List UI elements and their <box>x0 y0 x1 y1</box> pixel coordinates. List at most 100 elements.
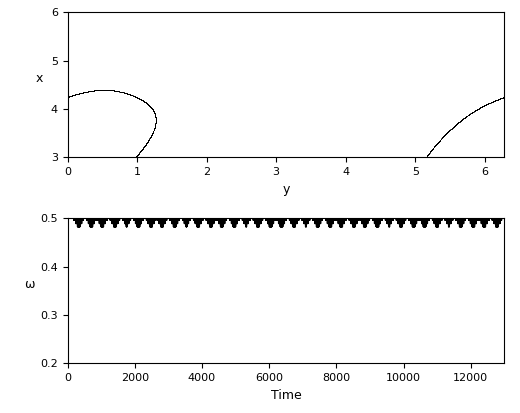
Point <box>413 185 422 191</box>
Point <box>417 191 425 197</box>
Point <box>68 199 76 206</box>
Point <box>150 126 158 133</box>
Point <box>93 87 101 93</box>
Point <box>461 114 470 120</box>
Point <box>136 96 144 102</box>
Point <box>105 87 113 93</box>
Point <box>64 93 72 100</box>
Point <box>87 191 95 197</box>
Point <box>151 112 160 119</box>
Point <box>107 87 115 93</box>
Point <box>489 98 498 104</box>
Point <box>496 202 504 209</box>
Point <box>148 106 157 112</box>
Point <box>412 182 421 188</box>
Point <box>64 93 73 100</box>
Point <box>111 88 120 94</box>
Point <box>137 96 145 103</box>
Point <box>471 107 479 114</box>
Point <box>120 89 128 96</box>
Point <box>152 117 160 123</box>
Point <box>435 202 443 209</box>
Point <box>66 93 74 100</box>
Point <box>413 172 421 179</box>
Point <box>414 168 423 174</box>
Point <box>477 207 485 214</box>
Point <box>72 198 80 204</box>
Point <box>483 206 491 212</box>
Point <box>412 175 421 181</box>
Point <box>432 201 440 207</box>
Point <box>106 178 114 185</box>
Point <box>462 208 471 215</box>
Point <box>458 208 466 214</box>
Point <box>114 88 122 95</box>
Point <box>148 130 157 136</box>
Point <box>427 147 435 154</box>
Point <box>414 188 423 194</box>
Point <box>418 160 426 167</box>
Point <box>460 208 469 215</box>
Point <box>90 87 98 94</box>
Point <box>474 106 482 112</box>
Point <box>151 112 160 119</box>
Point <box>499 202 507 208</box>
Point <box>433 140 441 147</box>
Point <box>90 87 99 94</box>
Point <box>140 98 149 105</box>
Point <box>90 87 99 94</box>
Point <box>415 188 423 195</box>
Point <box>120 166 128 173</box>
Point <box>429 199 437 206</box>
Point <box>100 183 109 189</box>
Point <box>474 106 482 112</box>
Point <box>142 140 151 146</box>
Point <box>414 169 422 176</box>
Point <box>425 197 434 204</box>
Point <box>90 189 98 196</box>
Point <box>105 179 113 186</box>
Point <box>124 91 133 97</box>
Point <box>415 165 424 171</box>
Point <box>114 171 123 178</box>
Point <box>488 205 496 211</box>
Point <box>150 124 159 131</box>
Point <box>468 109 476 116</box>
Point <box>423 152 432 158</box>
Point <box>475 207 483 214</box>
Point <box>432 142 440 148</box>
Point <box>433 140 441 147</box>
Point <box>416 190 424 196</box>
Point <box>412 176 421 183</box>
Point <box>423 196 432 203</box>
Point <box>425 149 434 156</box>
Point <box>437 203 445 210</box>
Point <box>452 207 460 214</box>
Point <box>136 149 144 156</box>
Point <box>100 183 108 190</box>
Point <box>133 152 141 159</box>
Point <box>105 179 113 186</box>
Point <box>454 207 462 214</box>
Point <box>128 157 137 164</box>
Point <box>427 199 436 205</box>
Point <box>500 201 508 208</box>
Point <box>417 191 425 197</box>
Point <box>95 87 103 93</box>
Point <box>478 103 486 110</box>
Point <box>132 94 140 100</box>
Point <box>446 126 454 133</box>
Point <box>119 89 127 95</box>
Point <box>131 93 139 100</box>
Point <box>76 90 85 96</box>
Point <box>495 203 503 209</box>
Point <box>425 197 434 204</box>
Point <box>85 192 93 198</box>
Point <box>121 90 129 96</box>
Point <box>483 101 491 108</box>
Point <box>126 91 134 98</box>
Point <box>431 200 439 207</box>
Point <box>467 109 476 116</box>
Point <box>72 197 81 204</box>
Point <box>137 147 145 154</box>
